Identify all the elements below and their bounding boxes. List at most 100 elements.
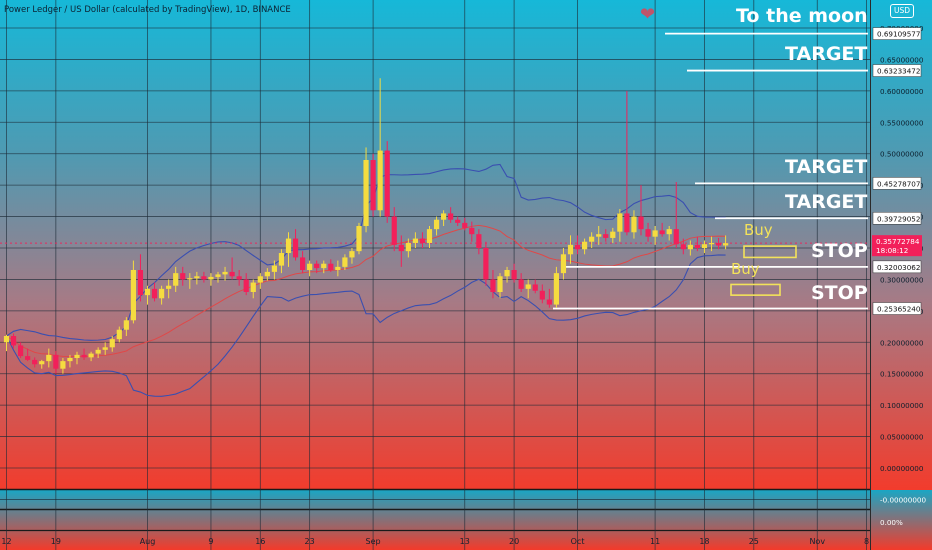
time-tick-label: Sep [366, 537, 381, 546]
candle-body [405, 242, 411, 252]
level-price-tag [872, 260, 922, 274]
price-tick-label: 0.15000000 [880, 370, 924, 379]
candle-body [250, 282, 256, 292]
candle-body [109, 339, 115, 348]
current-price-tag [872, 235, 922, 257]
candle-body [490, 279, 496, 292]
price-axis[interactable]: 0.700000000.650000000.600000000.55000000… [872, 24, 926, 527]
candle-body [208, 276, 214, 280]
time-tick-label: 11 [650, 537, 660, 546]
candle-body [412, 238, 418, 243]
candle-body [539, 290, 545, 300]
current-price-text: 0.35772784 [876, 237, 920, 246]
candle-body [257, 276, 263, 283]
price-tick-label: 0.60000000 [880, 87, 924, 96]
candle-body [215, 274, 221, 277]
level-price-tag [872, 64, 922, 77]
price-tick-label: 0.50000000 [880, 150, 924, 159]
candle-body [123, 320, 129, 330]
candle-body [264, 271, 270, 277]
candle-body [194, 276, 200, 279]
candle-body [18, 345, 24, 357]
candle-body [546, 299, 552, 305]
time-tick-label: Oct [571, 537, 585, 546]
candle-body [589, 236, 595, 242]
candle-body [624, 213, 630, 233]
candle-body [567, 244, 574, 255]
candle-body [159, 288, 165, 299]
currency-badge[interactable]: USD [890, 4, 914, 18]
candle-body [88, 353, 94, 358]
candle-body [426, 229, 433, 243]
time-tick-label: 9 [208, 537, 213, 546]
target-label-2: TARGET [785, 156, 868, 178]
candle-body [631, 216, 637, 233]
candle-body [476, 234, 482, 248]
time-tick-label: 8 [864, 537, 869, 546]
time-tick-label: Nov [809, 537, 825, 546]
level-price-tag [872, 212, 922, 225]
stop-label-1: STOP [811, 240, 868, 262]
time-tick-label: 12 [1, 537, 11, 546]
candle-body [419, 238, 426, 243]
candle-body [673, 229, 679, 245]
price-tick-label: 0.10000000 [880, 401, 924, 410]
candle-body [151, 288, 158, 299]
candle-body [469, 227, 475, 235]
candle-body [574, 244, 581, 250]
buy-zone-box-1 [743, 245, 797, 259]
candle-body [511, 270, 517, 280]
panel-tick-label: 0.00% [880, 518, 903, 527]
target-label-1: TARGET [785, 43, 868, 65]
candle-body [32, 359, 38, 365]
countdown-text: 18:08:12 [876, 246, 908, 255]
candle-body [74, 354, 80, 358]
time-tick-label: 16 [255, 537, 265, 546]
grid-lines [0, 0, 870, 550]
candle-body [321, 263, 327, 269]
candle-body [229, 271, 235, 277]
candle-body [116, 329, 122, 340]
to-the-moon-label: To the moon [736, 5, 868, 27]
time-tick-label: 20 [509, 537, 519, 546]
candle-body [448, 213, 454, 220]
candle-body [307, 263, 313, 270]
candle-body [708, 242, 715, 245]
candle-body [67, 358, 73, 362]
candle-body [391, 216, 397, 245]
candle-body [46, 354, 52, 362]
candle-body [377, 150, 383, 211]
candle-body [715, 242, 722, 246]
price-tick-label: 0.20000000 [880, 338, 924, 347]
time-tick-label: Aug [140, 537, 156, 546]
candle-body [701, 244, 708, 248]
candle-body [680, 244, 686, 250]
candle-body [532, 284, 538, 291]
candle-body [271, 265, 277, 272]
candle-body [335, 266, 341, 270]
candle-body [300, 257, 306, 270]
time-axis[interactable]: 12 19 Aug 9 16 23 Sep 13 20 Oct 11 18 25 Nov 8 [1, 537, 869, 546]
heart-icon[interactable]: ❤ [640, 4, 656, 25]
time-tick-label: 25 [749, 537, 759, 546]
candle-body [130, 270, 136, 321]
candle-body [525, 284, 531, 289]
candle-body [497, 276, 503, 292]
candle-body [504, 270, 510, 277]
candle-body [652, 230, 658, 237]
candle-body [278, 253, 285, 266]
candle-body [285, 238, 292, 254]
level-price-tag [872, 27, 922, 40]
candle-body [483, 248, 489, 280]
candle-body [356, 226, 362, 252]
candle-body [518, 279, 524, 289]
price-tick-label: 0.55000000 [880, 118, 924, 127]
candle-body [187, 278, 193, 280]
level-price-text: 0.45278707 [877, 179, 920, 188]
candle-body [659, 230, 665, 235]
candle-body [560, 254, 567, 274]
candlestick-series [3, 78, 729, 374]
time-tick-label: 18 [699, 537, 709, 546]
candle-body [243, 279, 249, 292]
